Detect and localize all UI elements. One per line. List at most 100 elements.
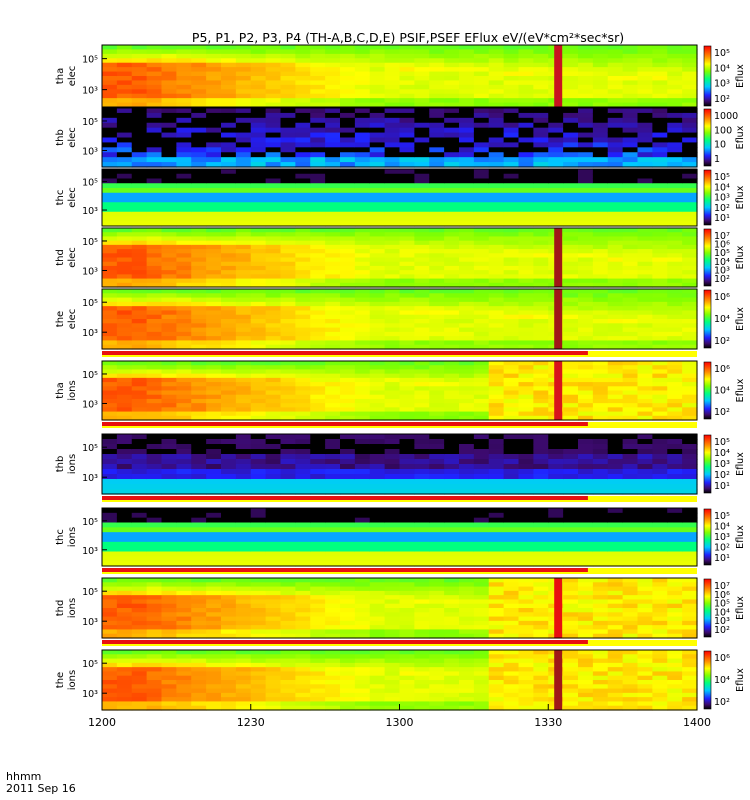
- spectrogram-cell: [325, 67, 341, 73]
- spectrogram-cell: [399, 306, 415, 312]
- spectrogram-cell: [682, 336, 698, 342]
- spectrogram-cell: [592, 484, 609, 490]
- spectrogram-cell: [429, 608, 445, 613]
- spectrogram-cell: [131, 211, 148, 218]
- spectrogram-cell: [473, 365, 490, 371]
- spectrogram-cell: [473, 188, 490, 194]
- spectrogram-cell: [161, 98, 177, 104]
- spectrogram-cell: [622, 127, 639, 134]
- spectrogram-cell: [131, 244, 148, 250]
- spectrogram-cell: [652, 293, 668, 299]
- spectrogram-cell: [206, 377, 222, 383]
- spectrogram-cell: [116, 390, 133, 396]
- spectrogram-cell: [340, 112, 356, 119]
- spectrogram-cell: [592, 80, 609, 86]
- spectrogram-cell: [384, 599, 401, 605]
- spectrogram-cell: [384, 415, 401, 421]
- spectrogram-cell: [206, 403, 222, 408]
- spectrogram-cell: [250, 265, 267, 271]
- spectrogram-cell: [414, 58, 430, 64]
- spectrogram-cell: [503, 407, 520, 413]
- spectrogram-cell: [518, 394, 534, 400]
- spectrogram-cell: [295, 314, 311, 320]
- spectrogram-cell: [578, 274, 594, 280]
- spectrogram-cell: [429, 398, 445, 404]
- spectrogram-cell: [161, 76, 177, 82]
- spectrogram-cell: [429, 595, 445, 601]
- spectrogram-cell: [102, 595, 118, 601]
- spectrogram-cell: [667, 633, 683, 639]
- spectrogram-cell: [265, 415, 282, 421]
- spectrogram-cell: [265, 112, 282, 119]
- spectrogram-cell: [563, 137, 579, 144]
- spectrogram-cell: [533, 62, 549, 68]
- spectrogram-cell: [637, 76, 653, 82]
- spectrogram-cell: [131, 306, 148, 312]
- spectrogram-cell: [310, 625, 326, 631]
- spectrogram-cell: [488, 394, 505, 400]
- y-tick-label: 10⁵: [82, 298, 98, 309]
- spectrogram-cell: [444, 147, 460, 153]
- spectrogram-cell: [310, 173, 326, 180]
- spectrogram-cell: [310, 257, 326, 263]
- spectrogram-cell: [131, 662, 148, 668]
- spectrogram-cell: [652, 386, 668, 392]
- spectrogram-cell: [295, 282, 311, 288]
- spectrogram-cell: [116, 98, 133, 104]
- spectrogram-cell: [637, 117, 653, 124]
- spectrogram-cell: [221, 319, 237, 324]
- spectrogram-cell: [667, 522, 683, 528]
- spectrogram-cell: [682, 479, 698, 485]
- spectrogram-cell: [265, 444, 282, 450]
- spectrogram-cell: [116, 616, 133, 622]
- spectrogram-cell: [116, 434, 133, 440]
- spectrogram-cell: [116, 62, 133, 68]
- spectrogram-cell: [533, 183, 549, 189]
- spectrogram-cell: [607, 157, 624, 163]
- spectrogram-cell: [131, 282, 148, 288]
- spectrogram-cell: [161, 517, 177, 524]
- spectrogram-cell: [146, 444, 163, 450]
- spectrogram-cell: [265, 586, 282, 592]
- spectrogram-cell: [325, 398, 341, 404]
- spectrogram-cell: [399, 319, 415, 324]
- spectrogram-cell: [444, 45, 460, 51]
- spectrogram-cell: [488, 365, 505, 371]
- spectrogram-cell: [161, 692, 177, 698]
- spectrogram-cell: [682, 512, 698, 519]
- spectrogram-cell: [102, 102, 118, 108]
- spectrogram-cell: [488, 98, 505, 104]
- spectrogram-cell: [369, 278, 386, 284]
- spectrogram-cell: [592, 469, 609, 475]
- spectrogram-cell: [429, 236, 445, 242]
- spectrogram-cell: [102, 512, 118, 519]
- spectrogram-cell: [221, 369, 237, 375]
- spectrogram-cell: [295, 582, 311, 588]
- spectrogram-cell: [637, 382, 653, 387]
- spectrogram-cell: [265, 407, 282, 413]
- spectrogram-cell: [607, 216, 624, 222]
- spectrogram-cell: [146, 692, 163, 698]
- spectrogram-cell: [295, 512, 311, 519]
- spectrogram-cell: [250, 489, 267, 495]
- spectrogram-cell: [161, 625, 177, 631]
- spectrogram-cell: [116, 197, 133, 203]
- spectrogram-cell: [548, 122, 564, 129]
- spectrogram-cell: [563, 319, 579, 324]
- spectrogram-cell: [265, 58, 282, 64]
- spectrogram-cell: [235, 58, 252, 64]
- spectrogram-cell: [578, 89, 594, 95]
- spectrogram-cell: [399, 517, 415, 524]
- spectrogram-cell: [414, 261, 430, 267]
- spectrogram-cell: [444, 612, 460, 618]
- spectrogram-cell: [265, 310, 282, 316]
- spectrogram-cell: [518, 603, 534, 609]
- spectrogram-cell: [503, 398, 520, 404]
- spectrogram-cell: [533, 117, 549, 124]
- spectrogram-cell: [310, 293, 326, 299]
- spectrogram-cell: [191, 192, 207, 199]
- spectrogram-cell: [429, 633, 445, 639]
- spectrogram-cell: [146, 403, 163, 408]
- spectrogram-cell: [116, 415, 133, 421]
- spectrogram-cell: [221, 556, 237, 562]
